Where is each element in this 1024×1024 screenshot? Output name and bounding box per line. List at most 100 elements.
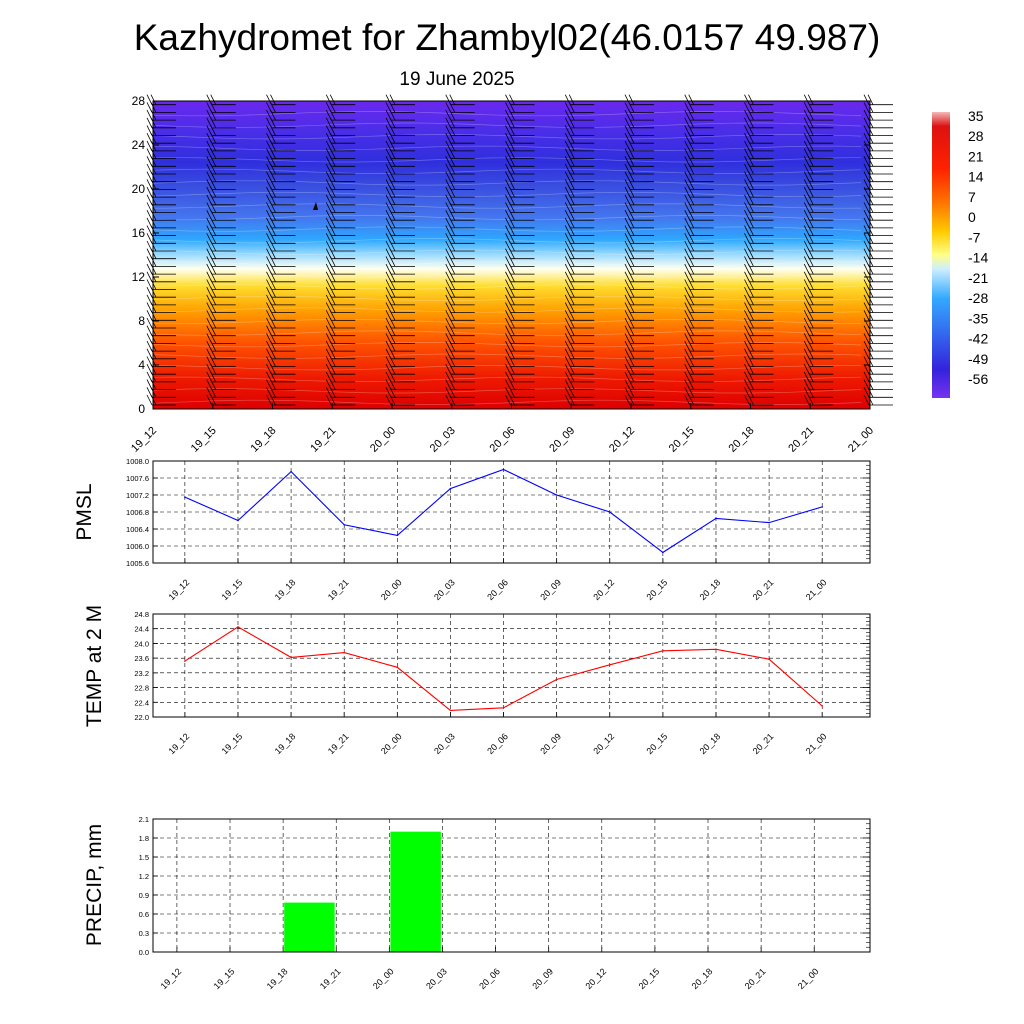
wind-barb-flag: [445, 133, 452, 144]
wind-barb-flag: [385, 210, 392, 221]
x-tick-label: 19_12: [167, 577, 192, 602]
colorbar-label: 7: [968, 189, 976, 205]
colorbar-label: -56: [968, 371, 988, 387]
contour-line: [152, 191, 862, 198]
wind-barb-flag: [863, 317, 870, 329]
wind-barb-flag: [146, 225, 153, 236]
wind-barb-flag: [210, 94, 217, 105]
data-point: [290, 470, 292, 473]
wind-barb-flag: [863, 302, 870, 313]
wind-barb-flag: [206, 271, 213, 282]
wind-barb-flag: [206, 217, 213, 229]
wind-barb-flag: [624, 394, 631, 406]
wind-barb-flag: [146, 317, 153, 329]
y-tick-label: 0.0: [139, 948, 149, 957]
wind-barb-flag: [624, 256, 631, 267]
y-tick-label: 1008.0: [126, 457, 149, 466]
wind-barb-flag: [505, 210, 511, 221]
wind-barb-flag: [266, 210, 272, 221]
wind-barb-flag: [803, 225, 810, 236]
wind-barb-flag: [445, 348, 452, 359]
wind-barb-flag: [206, 171, 213, 182]
temp-panel: 22.0 22.4 22.8 23.2 23.6 24.0 24.4 24.8 19_12 19_…: [83, 605, 871, 756]
wind-barb-flag: [445, 364, 452, 375]
wind-barb-flag: [445, 371, 452, 383]
y-tick-label: 22.4: [134, 698, 149, 707]
wind-barb-flag: [445, 125, 452, 136]
wind-barb-flag: [624, 194, 631, 205]
wind-barb-flag: [803, 156, 810, 167]
data-point: [184, 496, 186, 498]
wind-barb-flag: [863, 163, 870, 175]
wind-barb-flag: [624, 248, 631, 259]
wind-barb-flag: [146, 102, 153, 113]
wind-barb-flag: [325, 263, 332, 275]
wind-barb-flag: [206, 325, 213, 336]
wind-barb-flag: [624, 140, 631, 152]
wind-barb-flag: [505, 263, 511, 275]
wind-barb-flag: [325, 325, 332, 336]
wind-barb-flag: [206, 233, 213, 244]
wind-barb-flag: [564, 210, 571, 221]
y-tick-label: 24.0: [134, 639, 149, 648]
colorbar-label: -7: [968, 229, 981, 245]
x-tick-label: 20_03: [424, 966, 449, 991]
heatmap-x-axis: 19_12 19_15 19_18 19_21 20_00 20_03 20_06 20_09…: [129, 403, 876, 455]
x-tick-label: 20_06: [477, 966, 502, 991]
x-tick-label: 21_00: [804, 731, 829, 756]
wind-barb-flag: [445, 248, 452, 259]
x-tick-label: 20_15: [667, 425, 697, 455]
wind-barb-flag: [325, 310, 332, 321]
wind-barb-flag: [684, 240, 691, 252]
wind-barb-flag: [445, 179, 452, 190]
x-tick-label: 19_15: [220, 577, 245, 602]
wind-barb-flag: [206, 340, 213, 352]
wind-barb-flag: [445, 340, 452, 352]
wind-pennant: [313, 202, 318, 210]
y-tick-label: 1006.8: [126, 508, 149, 517]
wind-barb-flag: [325, 210, 332, 221]
wind-barb-flag: [564, 156, 571, 167]
wind-barb-flag: [385, 279, 392, 290]
wind-barb-flag: [624, 371, 631, 383]
wind-barb-flag: [624, 340, 631, 352]
wind-barb-flag: [564, 333, 571, 344]
wind-barb-flag: [684, 179, 691, 190]
wind-barb-flag: [505, 356, 511, 367]
wind-barb-flag: [445, 287, 452, 298]
wind-barb-flag: [445, 148, 452, 159]
wind-barb-flag: [325, 387, 332, 398]
wind-barb-flag: [385, 217, 392, 229]
wind-barb-flag: [863, 94, 870, 105]
wind-barb-flag: [744, 348, 750, 359]
wind-barb-flag: [146, 233, 153, 244]
x-tick-label: 20_09: [538, 731, 563, 756]
wind-barb-flag: [564, 294, 571, 306]
wind-barb-flag: [146, 387, 153, 398]
wind-barb-flag: [803, 186, 810, 198]
wind-barb-flag: [445, 356, 452, 367]
wind-barb-flag: [505, 156, 511, 167]
x-tick-label: 19_12: [129, 425, 159, 455]
wind-barb-flag: [863, 256, 870, 267]
x-tick-label: 20_06: [485, 577, 510, 602]
wind-barb-flag: [445, 240, 452, 252]
wind-barb-flag: [505, 287, 511, 298]
wind-barb-flag: [803, 287, 810, 298]
y-tick-label: 22.8: [134, 684, 149, 693]
wind-barb-flag: [744, 271, 750, 282]
wind-barb-flag: [684, 210, 691, 221]
wind-barbs: [146, 94, 893, 406]
wind-barb-flag: [266, 356, 272, 367]
wind-barb-flag: [863, 333, 870, 344]
wind-barb-flag: [803, 240, 810, 252]
wind-barb-flag: [445, 102, 452, 113]
data-point: [502, 707, 505, 709]
contour-line: [152, 307, 862, 313]
wind-barb-flag: [803, 94, 810, 105]
wind-barb-flag: [803, 133, 810, 144]
x-tick-label: 20_21: [786, 425, 816, 455]
wind-barb-flag: [863, 387, 870, 398]
wind-barb-flag: [684, 171, 691, 182]
wind-barb-flag: [803, 217, 810, 229]
